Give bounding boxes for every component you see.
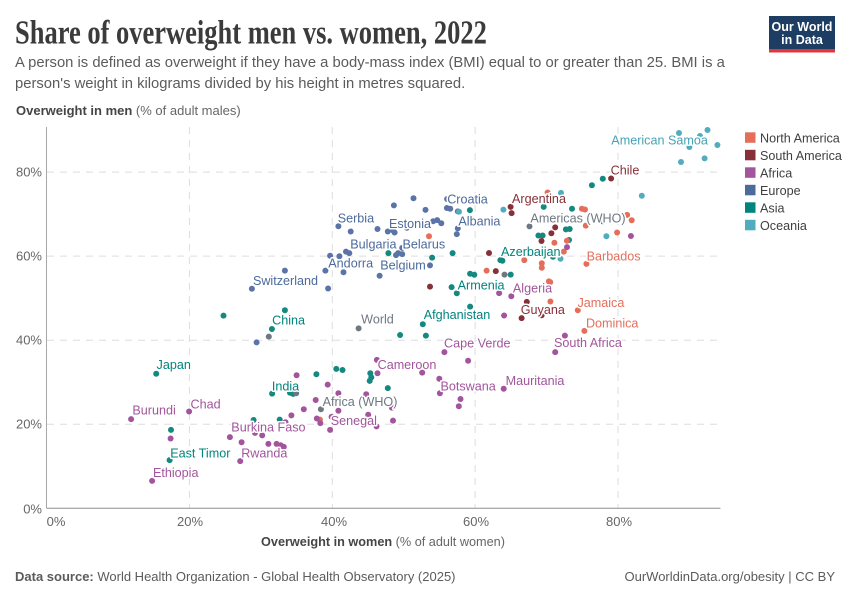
svg-text:East Timor: East Timor (170, 447, 230, 461)
svg-text:South America: South America (760, 149, 842, 163)
svg-text:Argentina: Argentina (512, 192, 566, 206)
svg-text:China: China (272, 314, 305, 328)
svg-text:80%: 80% (606, 514, 632, 529)
svg-text:Belgium: Belgium (380, 259, 426, 273)
svg-text:Our World: Our World (772, 20, 833, 34)
svg-text:person's weight in kilograms d: person's weight in kilograms divided by … (15, 76, 465, 92)
svg-text:Burkina Faso: Burkina Faso (231, 420, 305, 434)
svg-text:Albania: Albania (458, 214, 500, 228)
svg-text:40%: 40% (16, 333, 42, 348)
svg-text:World: World (361, 313, 394, 327)
svg-text:20%: 20% (177, 514, 203, 529)
svg-text:60%: 60% (463, 514, 489, 529)
svg-text:OurWorldinData.org/obesity | C: OurWorldinData.org/obesity | CC BY (625, 569, 836, 584)
svg-text:South Africa: South Africa (554, 336, 622, 350)
svg-text:Africa: Africa (760, 166, 792, 180)
svg-text:Armenia: Armenia (458, 279, 505, 293)
svg-text:Overweight in men (% of adult: Overweight in men (% of adult males) (16, 103, 241, 118)
svg-text:Europe: Europe (760, 184, 801, 198)
svg-text:Croatia: Croatia (447, 193, 488, 207)
svg-text:Switzerland: Switzerland (253, 274, 318, 288)
svg-text:40%: 40% (321, 514, 347, 529)
svg-text:Mauritania: Mauritania (506, 374, 565, 388)
svg-text:0%: 0% (47, 514, 66, 529)
svg-text:Cape Verde: Cape Verde (444, 336, 511, 350)
svg-text:American Samoa: American Samoa (611, 134, 708, 148)
svg-text:Algeria: Algeria (513, 282, 552, 296)
svg-text:Senegal: Senegal (331, 414, 377, 428)
svg-text:Chile: Chile (611, 164, 640, 178)
svg-text:20%: 20% (16, 417, 42, 432)
svg-text:Botswana: Botswana (440, 380, 495, 394)
svg-text:Oceania: Oceania (760, 219, 807, 233)
svg-text:Jamaica: Jamaica (577, 296, 624, 310)
svg-text:Ethiopia: Ethiopia (153, 466, 199, 480)
svg-text:Burundi: Burundi (132, 403, 175, 417)
svg-text:Cameroon: Cameroon (378, 358, 437, 372)
svg-text:Africa (WHO): Africa (WHO) (323, 395, 398, 409)
svg-text:Overweight in women (% of adul: Overweight in women (% of adult women) (261, 535, 505, 549)
svg-text:Share of overweight men vs. wo: Share of overweight men vs. women, 2022 (15, 13, 487, 51)
svg-text:Rwanda: Rwanda (241, 447, 287, 461)
svg-text:80%: 80% (16, 165, 42, 180)
svg-text:Guyana: Guyana (521, 303, 565, 317)
svg-text:Dominica: Dominica (586, 316, 639, 330)
svg-text:Barbados: Barbados (587, 250, 641, 264)
svg-text:Bulgaria: Bulgaria (350, 237, 396, 251)
svg-text:Afghanistan: Afghanistan (424, 308, 491, 322)
svg-text:Serbia: Serbia (338, 212, 374, 226)
svg-text:Americas (WHO): Americas (WHO) (530, 212, 625, 226)
svg-text:A person is defined as overwei: A person is defined as overweight if the… (15, 55, 726, 71)
svg-text:India: India (272, 380, 299, 394)
svg-text:Andorra: Andorra (328, 256, 373, 270)
svg-text:Chad: Chad (191, 397, 221, 411)
svg-text:Data source: World Health Orga: Data source: World Health Organization -… (15, 569, 456, 584)
svg-text:in Data: in Data (781, 33, 824, 47)
svg-text:Japan: Japan (157, 358, 191, 372)
svg-text:North America: North America (760, 131, 840, 145)
svg-text:Asia: Asia (760, 201, 785, 215)
svg-text:Belarus: Belarus (402, 237, 445, 251)
svg-text:0%: 0% (23, 502, 42, 517)
svg-text:60%: 60% (16, 249, 42, 264)
svg-text:Azerbaijan: Azerbaijan (501, 245, 561, 259)
svg-text:Estonia: Estonia (389, 217, 431, 231)
